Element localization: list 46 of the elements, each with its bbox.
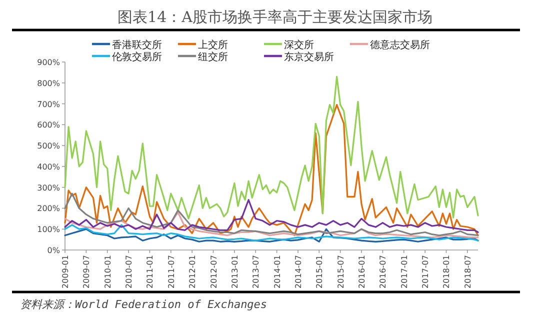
x-tick-label: 2013-07 bbox=[252, 255, 261, 288]
line-series bbox=[64, 76, 479, 220]
x-tick-label: 2015-07 bbox=[336, 255, 346, 288]
x-tick-label: 2017-07 bbox=[421, 255, 430, 288]
y-tick-label: 0% bbox=[47, 246, 60, 255]
line-series bbox=[64, 199, 479, 234]
x-tick-label: 2011-07 bbox=[166, 255, 176, 288]
x-tick-label: 2018-01 bbox=[442, 255, 452, 288]
y-tick-label: 300% bbox=[37, 183, 60, 192]
y-tick-label: 600% bbox=[37, 120, 60, 130]
x-tick-label: 2018-07 bbox=[463, 255, 472, 288]
x-tick-label: 2012-01 bbox=[188, 255, 198, 288]
x-tick-label: 2009-07 bbox=[82, 255, 92, 288]
x-tick-label: 2017-01 bbox=[400, 255, 409, 288]
line-series bbox=[64, 224, 479, 242]
x-tick-label: 2016-01 bbox=[358, 255, 367, 288]
legend-label: 德意志交易所 bbox=[370, 39, 430, 51]
x-tick-label: 2014-07 bbox=[294, 255, 303, 288]
x-tick-label: 2010-01 bbox=[103, 255, 112, 288]
legend-label: 伦敦交易所 bbox=[112, 51, 162, 63]
x-tick-label: 2011-01 bbox=[146, 255, 155, 288]
y-tick-label: 200% bbox=[37, 204, 60, 214]
x-tick-label: 2013-01 bbox=[230, 255, 240, 288]
legend-label: 深交所 bbox=[284, 39, 314, 51]
y-tick-label: 100% bbox=[37, 225, 60, 234]
x-tick-label: 2012-07 bbox=[209, 255, 218, 288]
line-series bbox=[64, 104, 479, 236]
x-tick-label: 2014-01 bbox=[272, 255, 282, 288]
y-tick-label: 500% bbox=[37, 142, 60, 151]
x-tick-label: 2010-07 bbox=[124, 255, 134, 288]
line-series bbox=[64, 212, 479, 238]
legend-label: 香港联交所 bbox=[112, 39, 162, 51]
y-tick-label: 900% bbox=[37, 58, 60, 67]
y-tick-label: 400% bbox=[37, 162, 60, 172]
y-tick-label: 700% bbox=[37, 100, 60, 109]
chart-title: 图表14：A股市场换手率高于主要发达国家市场 bbox=[118, 8, 432, 26]
x-tick-label: 2016-07 bbox=[378, 255, 388, 288]
legend-label: 上交所 bbox=[198, 39, 228, 51]
x-tick-label: 2015-01 bbox=[315, 255, 324, 288]
text: 资料来源：World Federation of Exchanges bbox=[20, 298, 268, 311]
x-tick-label: 2009-01 bbox=[61, 255, 70, 288]
legend-label: 纽交所 bbox=[198, 51, 228, 63]
y-tick-label: 800% bbox=[37, 78, 60, 88]
legend-label: 东京交易所 bbox=[284, 51, 334, 63]
line-series bbox=[64, 228, 479, 242]
line-series bbox=[64, 192, 479, 236]
